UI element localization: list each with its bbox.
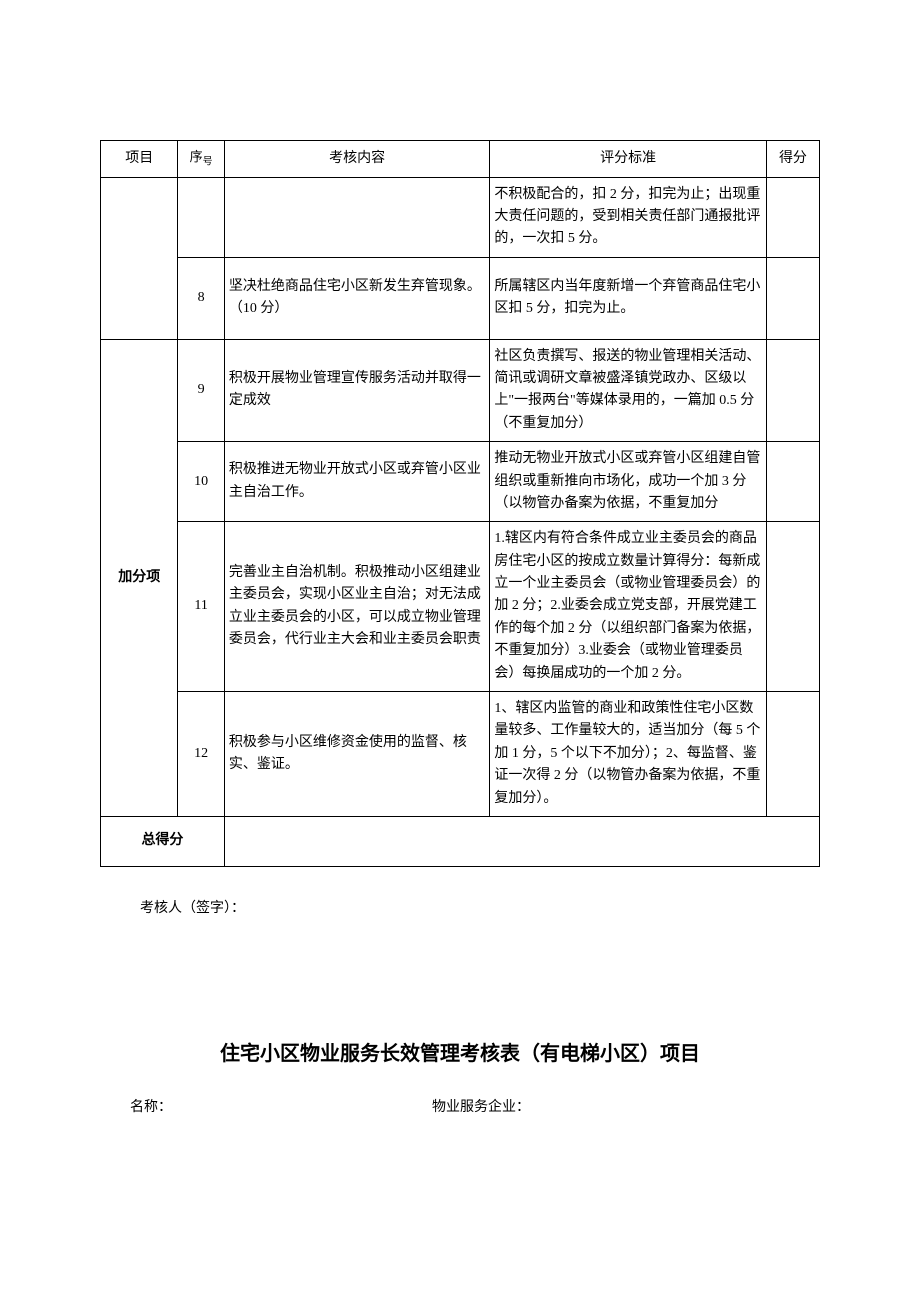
cell-score	[766, 339, 819, 442]
cell-content: 积极参与小区维修资金使用的监督、核实、鉴证。	[224, 692, 489, 817]
table-header-row: 项目 序号 考核内容 评分标准 得分	[101, 141, 820, 178]
cell-seq	[178, 177, 224, 257]
cell-score	[766, 177, 819, 257]
cell-score	[766, 522, 819, 692]
total-label: 总得分	[101, 816, 225, 866]
cell-standard: 推动无物业开放式小区或弃管小区组建自管组织或重新推向市场化，成功一个加 3 分（…	[490, 442, 767, 522]
cell-content	[224, 177, 489, 257]
header-standard: 评分标准	[490, 141, 767, 178]
table-row: 12 积极参与小区维修资金使用的监督、核实、鉴证。 1、辖区内监管的商业和政策性…	[101, 692, 820, 817]
cell-score	[766, 692, 819, 817]
cell-seq: 12	[178, 692, 224, 817]
cell-content: 坚决杜绝商品住宅小区新发生弃管现象。（10 分）	[224, 257, 489, 339]
table-row: 10 积极推进无物业开放式小区或弃管小区业主自治工作。 推动无物业开放式小区或弃…	[101, 442, 820, 522]
header-seq-sub: 号	[203, 157, 213, 168]
signer-line: 考核人（签字）：	[140, 897, 820, 917]
cell-content: 完善业主自治机制。积极推动小区组建业主委员会，实现小区业主自治；对无法成立业主委…	[224, 522, 489, 692]
header-seq-main: 序	[190, 149, 203, 164]
cell-score	[766, 257, 819, 339]
table-row: 11 完善业主自治机制。积极推动小区组建业主委员会，实现小区业主自治；对无法成立…	[101, 522, 820, 692]
cell-standard: 不积极配合的，扣 2 分，扣完为止；出现重大责任问题的，受到相关责任部门通报批评…	[490, 177, 767, 257]
cell-standard: 1、辖区内监管的商业和政策性住宅小区数量较多、工作量较大的，适当加分（每 5 个…	[490, 692, 767, 817]
cell-project: 加分项	[101, 339, 178, 816]
name-label: 名称：	[130, 1096, 172, 1116]
table-row: 8 坚决杜绝商品住宅小区新发生弃管现象。（10 分） 所属辖区内当年度新增一个弃…	[101, 257, 820, 339]
cell-project	[101, 177, 178, 339]
table-total-row: 总得分	[101, 816, 820, 866]
cell-standard: 1.辖区内有符合条件成立业主委员会的商品房住宅小区的按成立数量计算得分：每新成立…	[490, 522, 767, 692]
cell-content: 积极开展物业管理宣传服务活动并取得一定成效	[224, 339, 489, 442]
cell-content: 积极推进无物业开放式小区或弃管小区业主自治工作。	[224, 442, 489, 522]
header-seq: 序号	[178, 141, 224, 178]
cell-seq: 11	[178, 522, 224, 692]
cell-standard: 所属辖区内当年度新增一个弃管商品住宅小区扣 5 分，扣完为止。	[490, 257, 767, 339]
company-label: 物业服务企业：	[432, 1096, 530, 1116]
page-title-2: 住宅小区物业服务长效管理考核表（有电梯小区）项目	[100, 1037, 820, 1066]
sub-fields-line: 名称： 物业服务企业：	[100, 1096, 820, 1116]
cell-seq: 9	[178, 339, 224, 442]
total-value	[224, 816, 819, 866]
header-content: 考核内容	[224, 141, 489, 178]
table-row: 加分项 9 积极开展物业管理宣传服务活动并取得一定成效 社区负责撰写、报送的物业…	[101, 339, 820, 442]
cell-seq: 10	[178, 442, 224, 522]
header-score: 得分	[766, 141, 819, 178]
table-row: 不积极配合的，扣 2 分，扣完为止；出现重大责任问题的，受到相关责任部门通报批评…	[101, 177, 820, 257]
header-project: 项目	[101, 141, 178, 178]
cell-score	[766, 442, 819, 522]
assessment-table: 项目 序号 考核内容 评分标准 得分 不积极配合的，扣 2 分，扣完为止；出现重…	[100, 140, 820, 867]
cell-seq: 8	[178, 257, 224, 339]
cell-standard: 社区负责撰写、报送的物业管理相关活动、简讯或调研文章被盛泽镇党政办、区级以上"一…	[490, 339, 767, 442]
